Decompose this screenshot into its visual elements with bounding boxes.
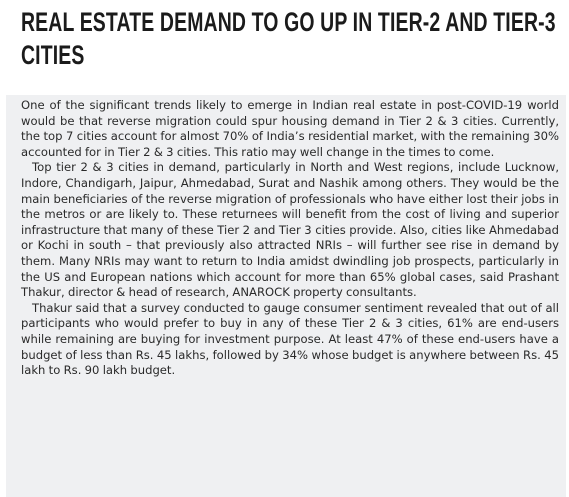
article-body-background [6, 95, 566, 497]
article-body: One of the significant trends likely to … [21, 98, 559, 379]
article-paragraph-3: Thakur said that a survey conducted to g… [21, 300, 559, 378]
article-paragraph-2: Top tier 2 & 3 cities in demand, particu… [21, 160, 559, 300]
article-headline: REAL ESTATE DEMAND TO GO UP IN TIER-2 AN… [21, 7, 556, 70]
article-paragraph-1: One of the significant trends likely to … [21, 98, 559, 159]
